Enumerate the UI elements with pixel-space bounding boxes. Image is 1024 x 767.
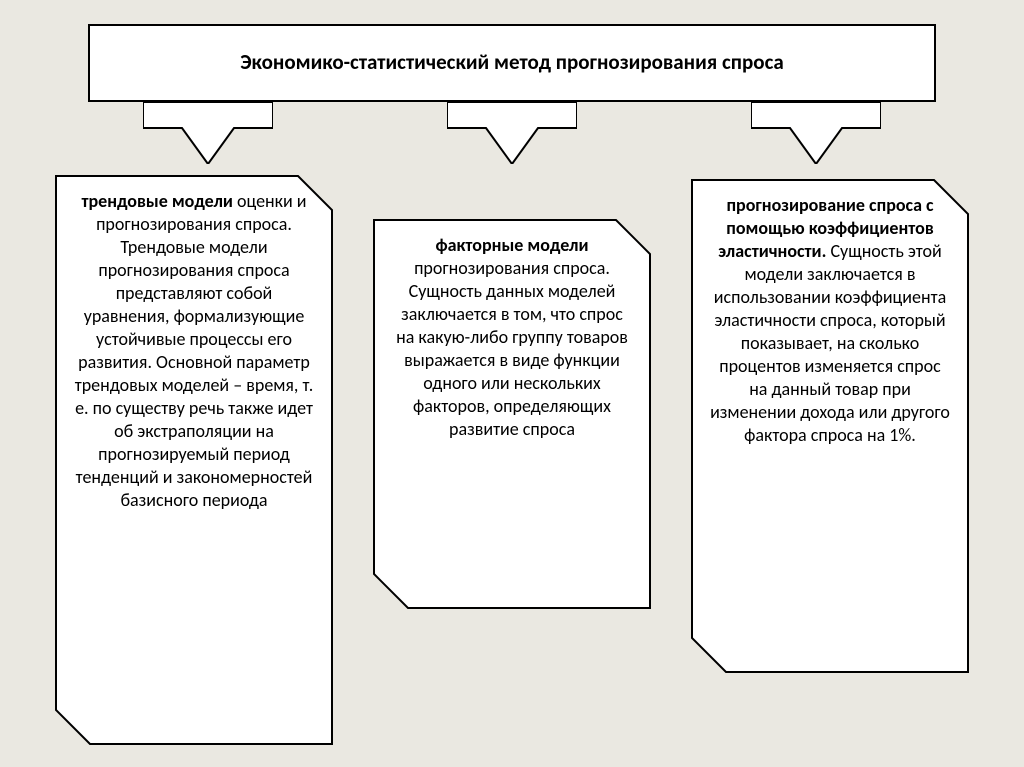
method-card-2: факторные модели прогнозирования спроса.… (374, 220, 650, 608)
method-card-wrap-2: факторные модели прогнозирования спроса.… (374, 220, 650, 608)
method-card-title-1: трендовые модели (81, 190, 232, 212)
method-card-wrap-1: трендовые модели оценки и прогнозировани… (56, 176, 332, 744)
down-arrow-3 (751, 102, 881, 164)
method-card-1: трендовые модели оценки и прогнозировани… (56, 176, 332, 744)
down-arrow-2 (447, 102, 577, 164)
title-text: Экономико-статистический метод прогнозир… (240, 49, 783, 76)
down-arrow-1 (143, 102, 273, 164)
title-box: Экономико-статистический метод прогнозир… (88, 24, 936, 102)
method-card-text-2: факторные модели прогнозирования спроса.… (374, 220, 650, 455)
method-card-text-3: прогнозирование спроса с помощью коэффиц… (692, 180, 968, 461)
method-card-body-1: оценки и прогнозирования спроса. Трендов… (75, 190, 313, 511)
method-card-wrap-3: прогнозирование спроса с помощью коэффиц… (692, 180, 968, 672)
method-card-3: прогнозирование спроса с помощью коэффиц… (692, 180, 968, 672)
method-card-title-2: факторные модели (435, 234, 588, 256)
method-card-body-3: Сущность этой модели заключается в испол… (710, 240, 950, 446)
method-card-text-1: трендовые модели оценки и прогнозировани… (56, 176, 332, 526)
method-card-body-2: прогнозирования спроса. Сущность данных … (396, 257, 628, 440)
